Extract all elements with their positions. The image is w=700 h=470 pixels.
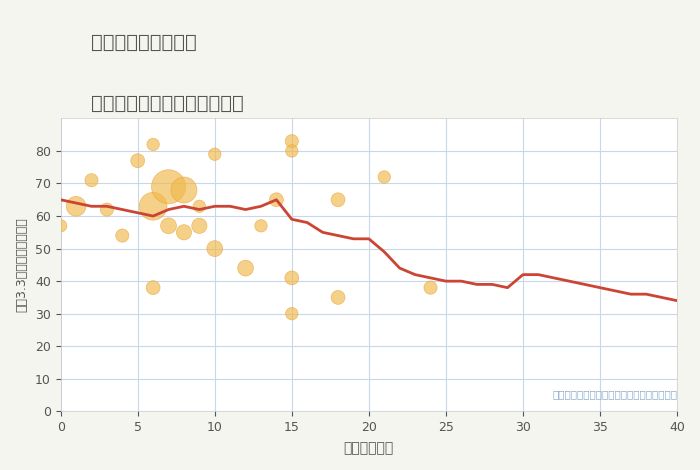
Point (55, 222, 66, 229)
Point (332, 196, 344, 204)
Point (148, 141, 159, 148)
Point (240, 264, 251, 272)
Point (286, 310, 297, 317)
Point (379, 173, 390, 181)
Y-axis label: 平（3.3㎡）単価（万円）: 平（3.3㎡）単価（万円） (15, 218, 28, 312)
Point (209, 245, 220, 252)
Point (102, 206, 113, 213)
Point (148, 203, 159, 210)
Point (86, 176, 97, 184)
Point (194, 222, 205, 229)
Point (71, 203, 82, 210)
Point (286, 137, 297, 145)
Text: 円の大きさは、取引のあった物件面積を示す: 円の大きさは、取引のあった物件面積を示す (552, 390, 677, 400)
Point (194, 203, 205, 210)
Point (209, 150, 220, 158)
Point (163, 183, 174, 190)
Point (132, 157, 144, 164)
Text: 三重県松阪市桂瀬町: 三重県松阪市桂瀬町 (91, 33, 197, 52)
Point (163, 222, 174, 229)
Point (178, 228, 190, 236)
Point (117, 232, 128, 239)
Point (332, 294, 344, 301)
Point (271, 196, 282, 204)
Point (148, 284, 159, 291)
Point (286, 147, 297, 155)
Point (256, 222, 267, 229)
X-axis label: 築年数（年）: 築年数（年） (344, 441, 394, 455)
Point (425, 284, 436, 291)
Point (178, 186, 190, 194)
Text: 築年数別中古マンション価格: 築年数別中古マンション価格 (91, 94, 244, 113)
Point (286, 274, 297, 282)
